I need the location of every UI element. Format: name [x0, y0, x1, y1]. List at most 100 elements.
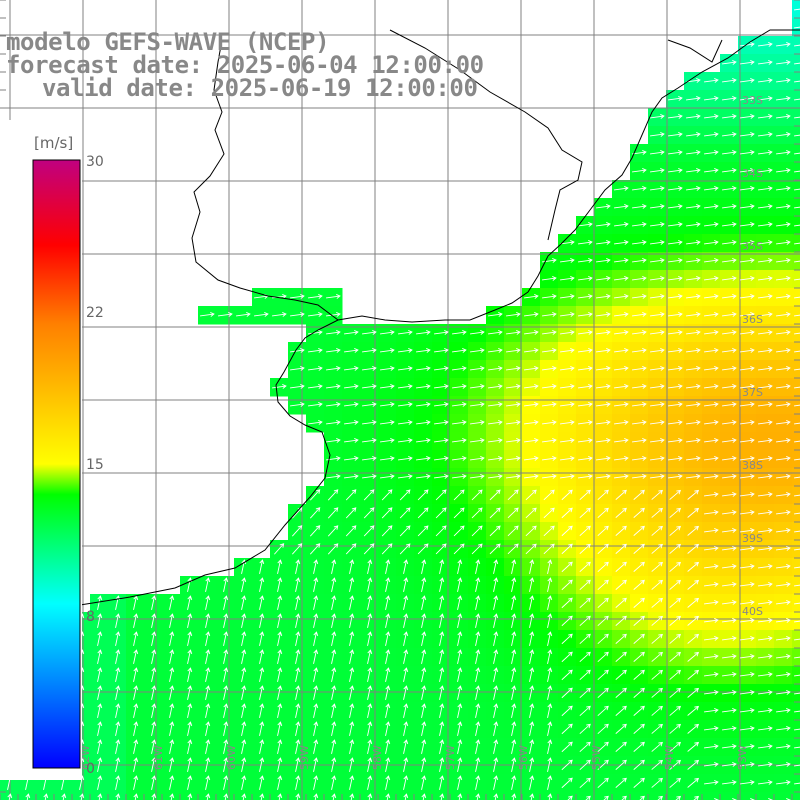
wind-arrow	[511, 703, 517, 718]
wind-arrow	[776, 600, 791, 605]
wind-arrow	[704, 420, 719, 425]
wind-arrow	[470, 330, 485, 335]
wind-arrow	[722, 510, 737, 515]
wind-arrow	[722, 492, 737, 497]
wind-arrow	[169, 757, 175, 772]
colorbar-gradient	[32, 159, 81, 769]
wind-arrow	[794, 314, 800, 317]
wind-arrow	[290, 384, 305, 389]
wind-arrow	[794, 404, 800, 407]
wind-arrow	[452, 366, 467, 371]
wind-arrow	[740, 114, 755, 119]
wind-arrow	[722, 60, 737, 65]
wind-arrow	[457, 577, 463, 592]
wind-arrow	[543, 525, 555, 537]
wind-arrow	[704, 438, 719, 443]
wind-arrow	[668, 420, 683, 425]
longitude-label-53W: 53W	[736, 745, 749, 770]
wind-arrow	[547, 721, 553, 736]
wind-arrow	[115, 775, 121, 790]
wind-arrow	[704, 186, 719, 191]
wind-arrow	[758, 420, 773, 425]
wind-arrow	[326, 438, 341, 443]
wind-arrow	[596, 384, 611, 389]
wind-arrow	[704, 240, 719, 245]
wind-arrow	[493, 649, 499, 664]
wind-arrow	[416, 456, 431, 461]
wind-arrow	[596, 438, 611, 443]
wind-arrow	[794, 656, 800, 659]
wind-arrow	[704, 312, 719, 317]
wind-arrow	[650, 456, 665, 461]
wind-arrow	[794, 62, 800, 65]
wind-arrow	[632, 312, 647, 317]
wind-arrow	[687, 633, 700, 644]
wind-arrow	[687, 615, 700, 626]
wind-arrow	[776, 96, 791, 101]
wind-arrow	[722, 564, 737, 569]
wind-arrow	[547, 595, 553, 610]
wind-arrow	[417, 489, 429, 501]
wind-arrow	[488, 438, 503, 443]
longitude-label-61W: 61W	[152, 745, 165, 770]
wind-arrow	[704, 708, 719, 713]
wind-arrow	[776, 708, 791, 713]
wind-arrow	[290, 294, 305, 299]
wind-arrow	[277, 595, 283, 610]
wind-arrow	[633, 615, 645, 626]
wind-arrow	[295, 577, 301, 592]
wind-arrow	[794, 728, 800, 731]
wind-arrow	[529, 613, 535, 628]
wind-arrow	[169, 631, 175, 646]
wind-arrow	[776, 312, 791, 317]
wind-arrow	[722, 348, 737, 353]
wind-arrow	[561, 651, 573, 663]
longitude-label-58W: 58W	[371, 745, 384, 770]
wind-arrow	[434, 456, 449, 461]
wind-arrow	[794, 350, 800, 353]
wind-arrow	[506, 474, 521, 479]
wind-arrow	[435, 507, 447, 519]
wind-arrow	[115, 721, 121, 736]
wind-arrow	[470, 402, 485, 407]
wind-arrow	[740, 402, 755, 407]
wind-arrow	[507, 525, 519, 537]
wind-arrow	[403, 649, 409, 664]
wind-arrow	[345, 489, 357, 501]
wind-arrow	[187, 667, 193, 682]
wind-arrow	[794, 764, 800, 767]
wind-arrow	[223, 667, 229, 682]
wind-arrow	[722, 312, 737, 317]
wind-arrow	[669, 687, 681, 698]
wind-arrow	[435, 543, 447, 555]
wind-arrow	[776, 60, 791, 65]
wind-arrow	[704, 528, 719, 533]
wind-arrow	[632, 474, 647, 479]
wind-arrow	[421, 613, 427, 628]
wind-arrow	[740, 546, 755, 551]
wind-arrow	[488, 384, 503, 389]
wind-arrow	[187, 721, 193, 736]
wind-arrow	[740, 744, 755, 749]
wind-arrow	[259, 613, 265, 628]
wind-arrow	[385, 721, 391, 736]
wind-arrow	[241, 631, 247, 646]
wind-arrow	[758, 726, 773, 731]
wind-arrow	[439, 649, 445, 664]
wind-arrow	[650, 348, 665, 353]
wind-arrow	[381, 507, 393, 519]
wind-arrow	[97, 757, 103, 772]
wind-arrow	[434, 438, 449, 443]
wind-arrow	[115, 739, 121, 754]
wind-arrow	[578, 222, 593, 227]
wind-arrow	[669, 615, 681, 626]
wind-arrow	[133, 721, 139, 736]
wind-arrow	[722, 726, 737, 731]
wind-arrow	[596, 258, 611, 263]
wind-arrow	[241, 667, 247, 682]
wind-arrow	[704, 78, 719, 83]
wind-arrow	[187, 631, 193, 646]
wind-arrow	[579, 669, 591, 681]
wind-arrow	[434, 384, 449, 389]
wind-arrow	[547, 613, 553, 628]
